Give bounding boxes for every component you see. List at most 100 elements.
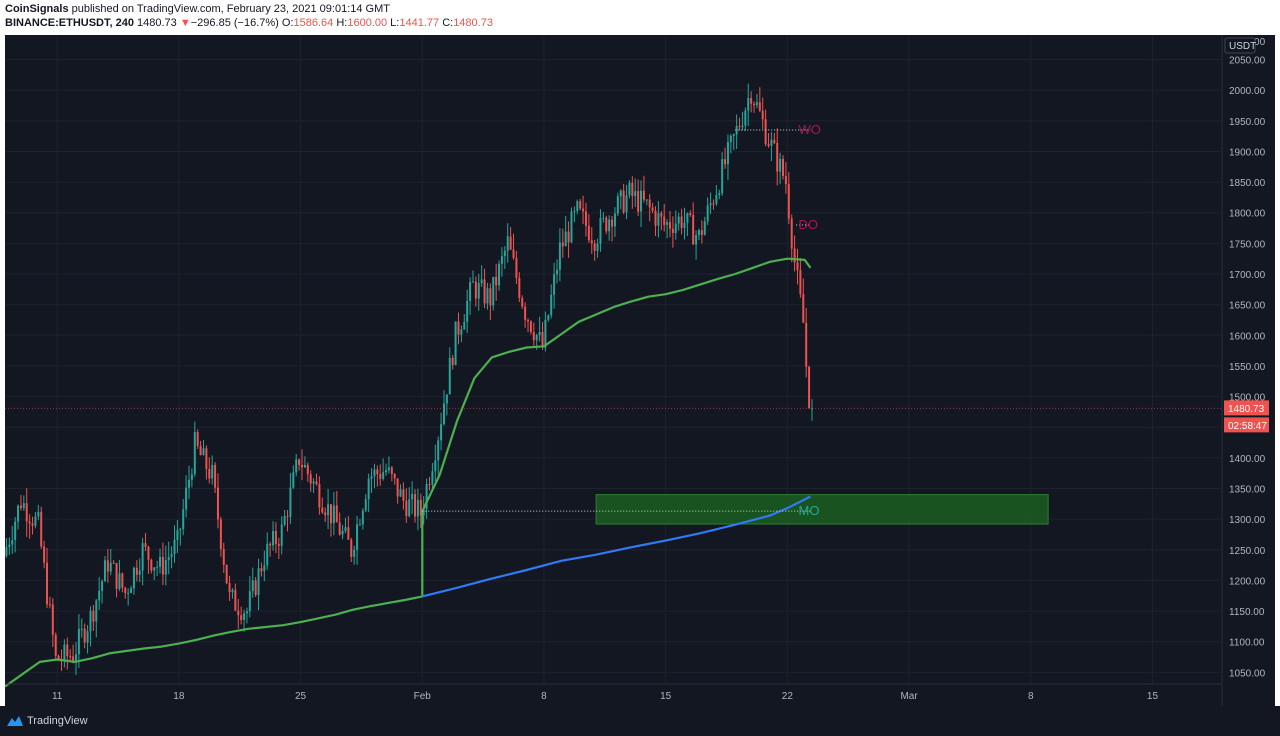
candle-body: [480, 279, 483, 284]
footer-brand: TradingView: [27, 715, 88, 727]
candle-body: [605, 217, 608, 232]
chart-panel[interactable]: WO DO MO 2050.00 2000.00 1950.00 1900.00 1850.0…: [5, 35, 1275, 706]
candle-body: [474, 281, 477, 299]
candle-body: [712, 203, 715, 205]
candle-body: [22, 503, 25, 509]
candle-body: [176, 530, 179, 540]
candle-body: [660, 213, 663, 217]
candle-body: [51, 604, 54, 635]
candle-body: [382, 472, 385, 479]
candle-body: [703, 221, 706, 235]
candle-body: [758, 102, 761, 111]
y-tick-label: 1750.00: [1229, 239, 1266, 250]
candle-body: [182, 509, 185, 529]
candle-body: [810, 408, 813, 410]
candle-body: [179, 528, 182, 531]
candle-body: [602, 217, 605, 219]
candle-body: [425, 483, 428, 509]
candle-body: [28, 521, 31, 524]
candle-body: [454, 321, 457, 365]
candle-body: [616, 196, 619, 214]
x-tick-label: Feb: [414, 691, 432, 702]
candle-body: [83, 628, 86, 643]
y-tick-label: 1800.00: [1229, 209, 1266, 220]
candle-body: [402, 489, 405, 501]
candle-body: [637, 191, 640, 212]
candle-body: [518, 277, 521, 298]
candle-body: [379, 474, 382, 479]
currency-label: USDT: [1229, 41, 1256, 52]
ema-long-line: [422, 495, 811, 598]
author[interactable]: CoinSignals: [5, 3, 69, 15]
candle-body: [414, 494, 417, 517]
candle-body: [312, 481, 315, 484]
candle-body: [269, 543, 272, 546]
candle-body: [101, 581, 104, 591]
candle-body: [724, 159, 727, 165]
candle-body: [367, 478, 370, 500]
candle-body: [141, 543, 144, 571]
candle-body: [364, 499, 367, 511]
candle-body: [787, 184, 790, 219]
price-axis[interactable]: [1222, 35, 1275, 706]
candle-body: [338, 522, 341, 535]
publish-line: CoinSignals published on TradingView.com…: [5, 3, 390, 15]
candle-body: [219, 519, 222, 549]
candle-body: [495, 276, 498, 286]
candle-body: [489, 288, 492, 306]
candle-body: [697, 230, 700, 235]
change-value: −296.85 (−16.7%): [190, 17, 279, 29]
candle-body: [373, 469, 376, 477]
candle-body: [695, 234, 698, 245]
candle-body: [11, 539, 14, 545]
candle-body: [570, 211, 573, 243]
candle-body: [130, 588, 133, 593]
candle-body: [805, 322, 808, 367]
candle-body: [642, 190, 645, 200]
candle-body: [790, 218, 793, 249]
x-tick-label: 18: [173, 691, 185, 702]
candle-body: [173, 539, 176, 555]
candle-body: [234, 589, 237, 611]
candle-body: [471, 281, 474, 283]
candle-body: [535, 335, 538, 341]
candle-body: [405, 500, 408, 517]
candle-body: [309, 474, 312, 484]
candle-body: [225, 564, 228, 584]
price-chart[interactable]: WO DO MO 2050.00 2000.00 1950.00 1900.00 1850.0…: [5, 35, 1275, 706]
candle-body: [663, 216, 666, 225]
candle-body: [329, 504, 332, 524]
candle-body: [214, 465, 217, 488]
candle-body: [666, 222, 669, 225]
candle-body: [208, 469, 211, 479]
candle-body: [726, 142, 729, 165]
candle-body: [254, 580, 257, 595]
candle-body: [251, 580, 254, 592]
candle-body: [784, 176, 787, 185]
candle-body: [747, 97, 750, 111]
candle-body: [315, 481, 318, 485]
candle-body: [109, 562, 112, 572]
candle-body: [193, 432, 196, 475]
level-label: DO: [799, 217, 819, 232]
candle-body: [248, 591, 251, 612]
candle-body: [72, 656, 75, 662]
candle-body: [245, 611, 248, 614]
candle-body: [216, 487, 219, 520]
candle-body: [106, 560, 109, 572]
candle-body: [240, 615, 243, 620]
candle-body: [153, 567, 156, 571]
last-price-header: 1480.73: [137, 17, 177, 29]
candle-body: [196, 432, 199, 446]
currency-badge[interactable]: [1224, 37, 1256, 54]
candle-body: [103, 560, 106, 582]
publish-info: published on TradingView.com, February 2…: [68, 3, 390, 15]
candle-body: [738, 126, 741, 128]
candle-body: [744, 110, 747, 126]
candle-body: [579, 201, 582, 209]
y-tick-label: 1600.00: [1229, 331, 1266, 342]
x-tick-label: 8: [1028, 691, 1034, 702]
candle-body: [69, 656, 72, 658]
candle-body: [640, 190, 643, 212]
candle-body: [558, 242, 561, 270]
